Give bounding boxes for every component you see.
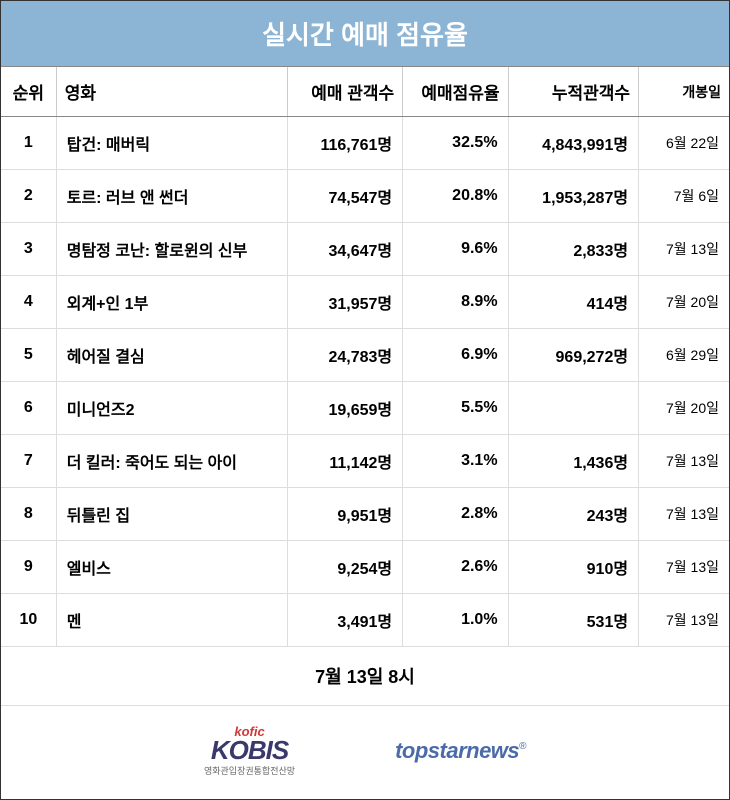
cell-rank: 4 bbox=[1, 276, 56, 329]
footer-logos: kofic KOBIS 영화관입장권통합전산망 topstarnews bbox=[1, 706, 729, 799]
header-rank: 순위 bbox=[1, 67, 56, 117]
cell-presale: 11,142명 bbox=[287, 435, 402, 488]
cell-release: 6월 29일 bbox=[639, 329, 729, 382]
timestamp: 7월 13일 8시 bbox=[1, 647, 729, 706]
table-row: 3명탐정 코난: 할로윈의 신부34,647명9.6%2,833명7월 13일 bbox=[1, 223, 729, 276]
table-row: 1탑건: 매버릭116,761명32.5%4,843,991명6월 22일 bbox=[1, 117, 729, 170]
cell-presale: 9,951명 bbox=[287, 488, 402, 541]
header-release: 개봉일 bbox=[639, 67, 729, 117]
cell-share: 1.0% bbox=[403, 594, 508, 647]
cell-release: 7월 13일 bbox=[639, 594, 729, 647]
cell-share: 6.9% bbox=[403, 329, 508, 382]
cell-cumulative: 1,436명 bbox=[508, 435, 639, 488]
cell-release: 7월 20일 bbox=[639, 276, 729, 329]
cell-movie: 명탐정 코난: 할로윈의 신부 bbox=[56, 223, 287, 276]
cell-release: 6월 22일 bbox=[639, 117, 729, 170]
table-row: 2토르: 러브 앤 썬더74,547명20.8%1,953,287명7월 6일 bbox=[1, 170, 729, 223]
cell-movie: 엘비스 bbox=[56, 541, 287, 594]
cell-share: 9.6% bbox=[403, 223, 508, 276]
ranking-table: 순위 영화 예매 관객수 예매점유율 누적관객수 개봉일 1탑건: 매버릭116… bbox=[1, 67, 729, 647]
cell-cumulative: 414명 bbox=[508, 276, 639, 329]
cell-presale: 34,647명 bbox=[287, 223, 402, 276]
cell-cumulative: 969,272명 bbox=[508, 329, 639, 382]
ranking-table-container: 실시간 예매 점유율 순위 영화 예매 관객수 예매점유율 누적관객수 개봉일 … bbox=[0, 0, 730, 800]
cell-share: 8.9% bbox=[403, 276, 508, 329]
cell-cumulative: 243명 bbox=[508, 488, 639, 541]
cell-share: 2.6% bbox=[403, 541, 508, 594]
cell-rank: 1 bbox=[1, 117, 56, 170]
table-row: 6미니언즈219,659명5.5% 7월 20일 bbox=[1, 382, 729, 435]
header-row: 순위 영화 예매 관객수 예매점유율 누적관객수 개봉일 bbox=[1, 67, 729, 117]
kobis-sub-text: 영화관입장권통합전산망 bbox=[204, 764, 295, 777]
cell-presale: 19,659명 bbox=[287, 382, 402, 435]
cell-cumulative: 1,953,287명 bbox=[508, 170, 639, 223]
cell-movie: 탑건: 매버릭 bbox=[56, 117, 287, 170]
cell-presale: 9,254명 bbox=[287, 541, 402, 594]
cell-release: 7월 6일 bbox=[639, 170, 729, 223]
cell-cumulative: 910명 bbox=[508, 541, 639, 594]
cell-rank: 6 bbox=[1, 382, 56, 435]
cell-release: 7월 20일 bbox=[639, 382, 729, 435]
cell-rank: 10 bbox=[1, 594, 56, 647]
cell-movie: 토르: 러브 앤 썬더 bbox=[56, 170, 287, 223]
cell-cumulative: 531명 bbox=[508, 594, 639, 647]
cell-presale: 116,761명 bbox=[287, 117, 402, 170]
cell-presale: 31,957명 bbox=[287, 276, 402, 329]
cell-release: 7월 13일 bbox=[639, 223, 729, 276]
cell-movie: 헤어질 결심 bbox=[56, 329, 287, 382]
kobis-kofic-text: kofic bbox=[204, 724, 295, 739]
cell-movie: 외계+인 1부 bbox=[56, 276, 287, 329]
cell-rank: 8 bbox=[1, 488, 56, 541]
header-movie: 영화 bbox=[56, 67, 287, 117]
cell-presale: 74,547명 bbox=[287, 170, 402, 223]
cell-share: 20.8% bbox=[403, 170, 508, 223]
page-title: 실시간 예매 점유율 bbox=[1, 1, 729, 67]
header-presale: 예매 관객수 bbox=[287, 67, 402, 117]
cell-share: 32.5% bbox=[403, 117, 508, 170]
cell-presale: 24,783명 bbox=[287, 329, 402, 382]
table-row: 5헤어질 결심24,783명6.9%969,272명6월 29일 bbox=[1, 329, 729, 382]
cell-release: 7월 13일 bbox=[639, 541, 729, 594]
table-row: 8뒤틀린 집9,951명2.8%243명7월 13일 bbox=[1, 488, 729, 541]
header-share: 예매점유율 bbox=[403, 67, 508, 117]
topstar-logo: topstarnews bbox=[395, 738, 526, 764]
cell-rank: 5 bbox=[1, 329, 56, 382]
cell-rank: 3 bbox=[1, 223, 56, 276]
cell-movie: 뒤틀린 집 bbox=[56, 488, 287, 541]
cell-cumulative bbox=[508, 382, 639, 435]
table-row: 9엘비스9,254명2.6%910명7월 13일 bbox=[1, 541, 729, 594]
kobis-logo: kofic KOBIS 영화관입장권통합전산망 bbox=[204, 724, 295, 777]
cell-release: 7월 13일 bbox=[639, 488, 729, 541]
cell-share: 5.5% bbox=[403, 382, 508, 435]
table-row: 7더 킬러: 죽어도 되는 아이11,142명3.1%1,436명7월 13일 bbox=[1, 435, 729, 488]
cell-movie: 멘 bbox=[56, 594, 287, 647]
cell-cumulative: 2,833명 bbox=[508, 223, 639, 276]
cell-share: 2.8% bbox=[403, 488, 508, 541]
cell-rank: 2 bbox=[1, 170, 56, 223]
table-row: 4외계+인 1부31,957명8.9%414명7월 20일 bbox=[1, 276, 729, 329]
cell-movie: 미니언즈2 bbox=[56, 382, 287, 435]
cell-share: 3.1% bbox=[403, 435, 508, 488]
kobis-main-text: KOBIS bbox=[204, 739, 295, 762]
cell-presale: 3,491명 bbox=[287, 594, 402, 647]
cell-rank: 9 bbox=[1, 541, 56, 594]
cell-movie: 더 킬러: 죽어도 되는 아이 bbox=[56, 435, 287, 488]
cell-rank: 7 bbox=[1, 435, 56, 488]
cell-cumulative: 4,843,991명 bbox=[508, 117, 639, 170]
header-cumulative: 누적관객수 bbox=[508, 67, 639, 117]
cell-release: 7월 13일 bbox=[639, 435, 729, 488]
table-row: 10멘3,491명1.0%531명7월 13일 bbox=[1, 594, 729, 647]
